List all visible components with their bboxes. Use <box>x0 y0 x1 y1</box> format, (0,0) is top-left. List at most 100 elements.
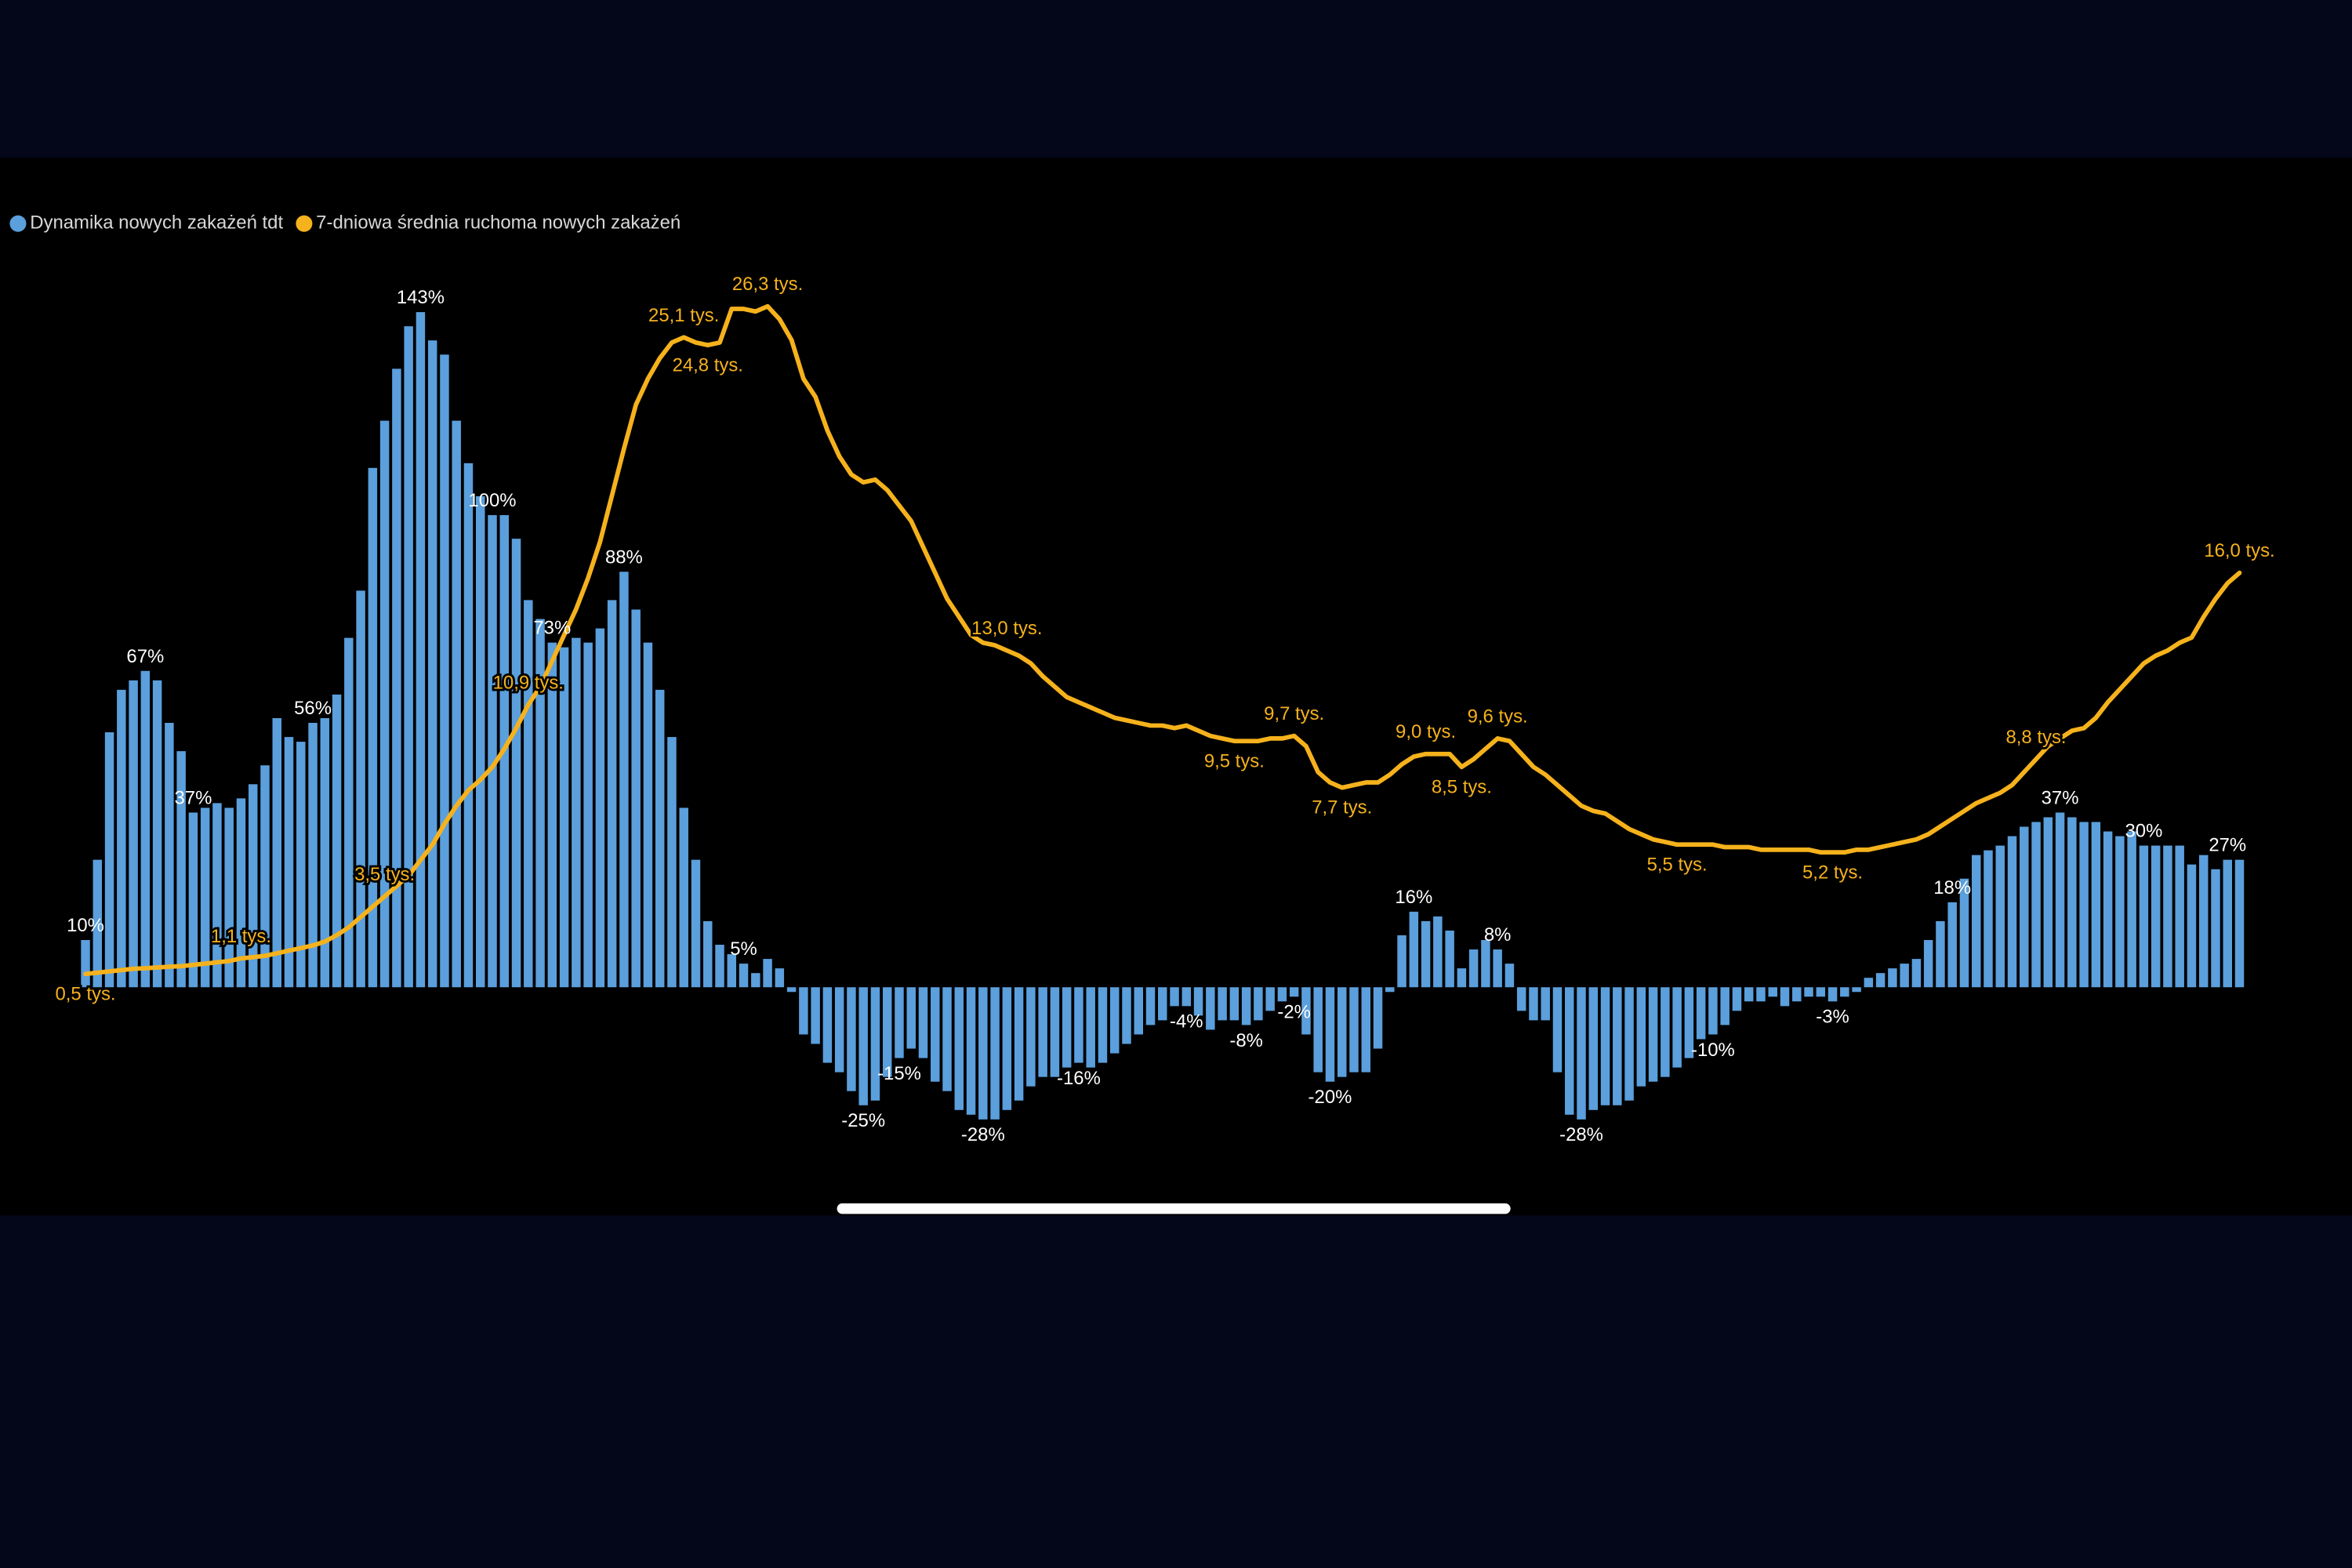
bar <box>1050 987 1060 1077</box>
bar <box>763 959 772 988</box>
legend-swatch <box>296 215 313 232</box>
bar <box>631 609 641 988</box>
bar <box>643 642 653 988</box>
bar <box>906 987 916 1049</box>
bar-value-label: 18% <box>1933 877 1971 898</box>
bar <box>427 340 437 988</box>
line-value-label: 5,5 tys. <box>1647 854 1708 875</box>
bar <box>1588 987 1599 1110</box>
bar <box>379 420 390 988</box>
bar <box>1936 920 1945 988</box>
bar <box>1947 902 1957 988</box>
bar <box>679 808 688 988</box>
bar <box>1409 911 1419 988</box>
bar <box>488 515 497 988</box>
bar-value-label: 100% <box>468 490 516 511</box>
bar <box>1552 987 1563 1073</box>
bar <box>727 954 737 988</box>
bar <box>1636 987 1646 1087</box>
bar <box>176 751 186 988</box>
line-value-label: 25,1 tys. <box>648 305 719 326</box>
bar <box>547 642 557 988</box>
bar <box>284 737 294 988</box>
bar <box>368 467 378 988</box>
bar-value-label: 88% <box>605 546 643 568</box>
bar <box>1349 987 1359 1073</box>
bar <box>1565 987 1574 1115</box>
bar-value-label: -8% <box>1229 1030 1263 1051</box>
bar <box>344 637 354 988</box>
bar <box>1421 920 1431 988</box>
bar <box>1504 964 1515 988</box>
bar <box>2103 831 2113 988</box>
bar <box>1122 987 1131 1044</box>
bar-value-label: -4% <box>1170 1011 1203 1033</box>
bar <box>978 987 988 1120</box>
bar-value-label: -3% <box>1816 1007 1849 1028</box>
bar <box>440 354 449 988</box>
bar <box>691 859 701 988</box>
legend-swatch <box>9 215 27 232</box>
bar <box>786 987 797 993</box>
bar <box>1780 987 1790 1007</box>
bar-value-label: -10% <box>1691 1040 1735 1061</box>
bar-value-label: -20% <box>1308 1087 1352 1108</box>
bar <box>1086 987 1095 1068</box>
line-value-label: 9,5 tys. <box>1204 750 1265 771</box>
bar <box>2067 817 2077 988</box>
line-value-label: 1,1 tys. <box>211 926 271 947</box>
bar <box>1361 987 1371 1073</box>
bar <box>104 732 114 988</box>
bar <box>1684 987 1694 1058</box>
bar <box>1289 987 1299 997</box>
bar <box>1840 987 1849 997</box>
line-value-label: 16,0 tys. <box>2204 540 2274 561</box>
bar <box>2211 869 2220 988</box>
bar <box>117 689 126 988</box>
bar <box>248 784 258 988</box>
bar <box>739 964 749 988</box>
bar <box>2043 817 2053 988</box>
bar <box>2079 822 2089 988</box>
bar <box>882 987 892 1077</box>
bar <box>332 694 342 988</box>
bar <box>1768 987 1777 997</box>
bar <box>152 680 162 988</box>
bar <box>1002 987 1012 1110</box>
bar <box>1325 987 1335 1082</box>
bar <box>2007 836 2017 988</box>
bar <box>834 987 844 1073</box>
bar <box>1529 987 1538 1021</box>
bar <box>1744 987 1754 1002</box>
bar <box>416 312 426 988</box>
bar <box>1959 878 1969 988</box>
line-layer <box>83 303 2242 977</box>
bar-value-label: 5% <box>730 938 757 960</box>
bottom-backdrop <box>0 1215 2352 1568</box>
bar-value-label: -25% <box>841 1110 885 1131</box>
line-value-label: 9,6 tys. <box>1468 706 1528 727</box>
bar <box>320 717 330 988</box>
bar <box>2175 845 2184 988</box>
bar <box>296 742 306 988</box>
bar <box>870 987 880 1101</box>
bar <box>2187 864 2197 988</box>
line-value-label: 0,5 tys. <box>56 983 116 1004</box>
bar <box>2020 826 2029 988</box>
line-value-label: 26,3 tys. <box>732 274 803 295</box>
bar <box>1708 987 1718 1035</box>
line-value-label: 10,9 tys. <box>493 673 564 694</box>
bar <box>1158 987 1167 1021</box>
bar <box>260 765 270 988</box>
bar-value-label: 37% <box>2042 788 2079 809</box>
bar-value-label: -16% <box>1057 1068 1101 1089</box>
bar <box>2031 822 2041 988</box>
bar <box>81 940 90 988</box>
bar-value-label: 143% <box>397 287 445 308</box>
bar <box>2091 822 2101 988</box>
bar-value-label: 56% <box>294 698 332 719</box>
bar <box>1313 987 1323 1073</box>
bar <box>895 987 904 1058</box>
top-backdrop <box>0 0 2352 158</box>
bar <box>1516 987 1526 1011</box>
